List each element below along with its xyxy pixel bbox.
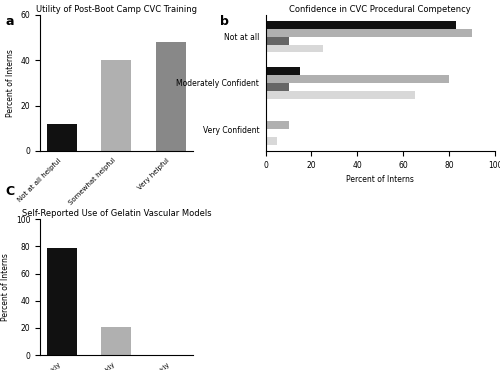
Bar	[266, 44, 323, 53]
Bar	[266, 21, 456, 29]
Bar	[266, 29, 472, 37]
Bar	[47, 248, 77, 355]
Bar	[266, 67, 300, 75]
Text: C: C	[5, 185, 14, 198]
Title: Utility of Post-Boot Camp CVC Training: Utility of Post-Boot Camp CVC Training	[36, 5, 197, 14]
Bar	[102, 327, 132, 355]
Bar	[266, 91, 414, 98]
Bar	[266, 137, 277, 145]
Text: b: b	[220, 15, 229, 28]
Y-axis label: Percent of Interns: Percent of Interns	[6, 49, 15, 117]
Bar	[102, 60, 132, 151]
Bar	[266, 37, 288, 44]
Y-axis label: Percent of Interns: Percent of Interns	[1, 253, 10, 321]
Text: a: a	[5, 15, 14, 28]
Bar	[266, 121, 288, 129]
Bar	[47, 124, 77, 151]
Title: Confidence in CVC Procedural Competency: Confidence in CVC Procedural Competency	[290, 5, 471, 14]
Bar	[156, 42, 186, 151]
Title: Self-Reported Use of Gelatin Vascular Models: Self-Reported Use of Gelatin Vascular Mo…	[22, 209, 212, 218]
X-axis label: Percent of Interns: Percent of Interns	[346, 175, 414, 184]
Bar	[266, 75, 449, 83]
Bar	[266, 83, 288, 91]
